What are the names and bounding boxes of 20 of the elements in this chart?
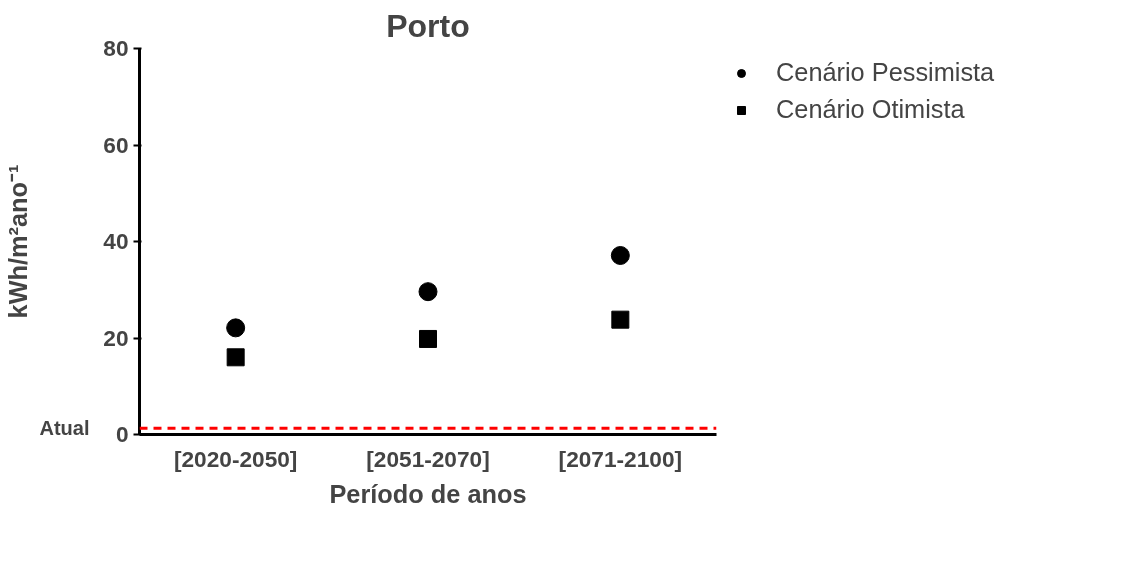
legend-label: Cenário Otimista	[776, 95, 965, 124]
legend-label: Cenário Pessimista	[776, 58, 995, 87]
y-axis-title: kWh/m²ano⁻¹	[3, 164, 32, 319]
point	[419, 329, 437, 348]
y-tick-label: 20	[103, 324, 129, 351]
point	[611, 310, 630, 329]
y-tick-label: 40	[103, 228, 129, 254]
x-axis-title: Período de anos	[329, 479, 527, 508]
y-tick-label: 80	[103, 35, 129, 61]
y-tick-label: 60	[103, 131, 129, 158]
x-tick-label: [2020-2050]	[173, 445, 298, 472]
point	[418, 282, 438, 302]
chart-title: Porto	[386, 7, 470, 44]
x-tick-label: [2071-2100]	[558, 445, 683, 472]
point	[226, 318, 246, 338]
point	[226, 348, 245, 367]
ref-line-label: Atual	[39, 417, 90, 440]
point	[610, 246, 630, 265]
y-tick-label: 0	[115, 421, 129, 447]
x-tick-label: [2051-2070]	[366, 445, 490, 472]
